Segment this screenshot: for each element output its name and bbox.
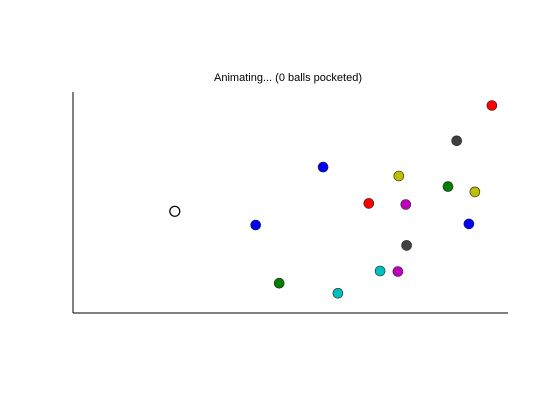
ball-layer (169, 100, 498, 299)
ball-point (400, 199, 412, 210)
ball-point (374, 265, 386, 277)
ball-point (332, 287, 344, 299)
ball-point (486, 100, 498, 111)
ball-point (363, 198, 375, 209)
ball-point (273, 277, 285, 289)
ball-point (442, 181, 454, 192)
ball-point (463, 218, 475, 230)
ball-point (317, 161, 329, 173)
ball-point (451, 135, 463, 147)
ball-point (392, 266, 404, 277)
cue-ball (169, 205, 181, 217)
ball-point (401, 240, 412, 251)
ball-point (469, 186, 481, 198)
chart-title: Animating... (0 balls pocketed) (214, 72, 362, 84)
ball-point (393, 170, 405, 182)
ball-point (250, 219, 261, 231)
